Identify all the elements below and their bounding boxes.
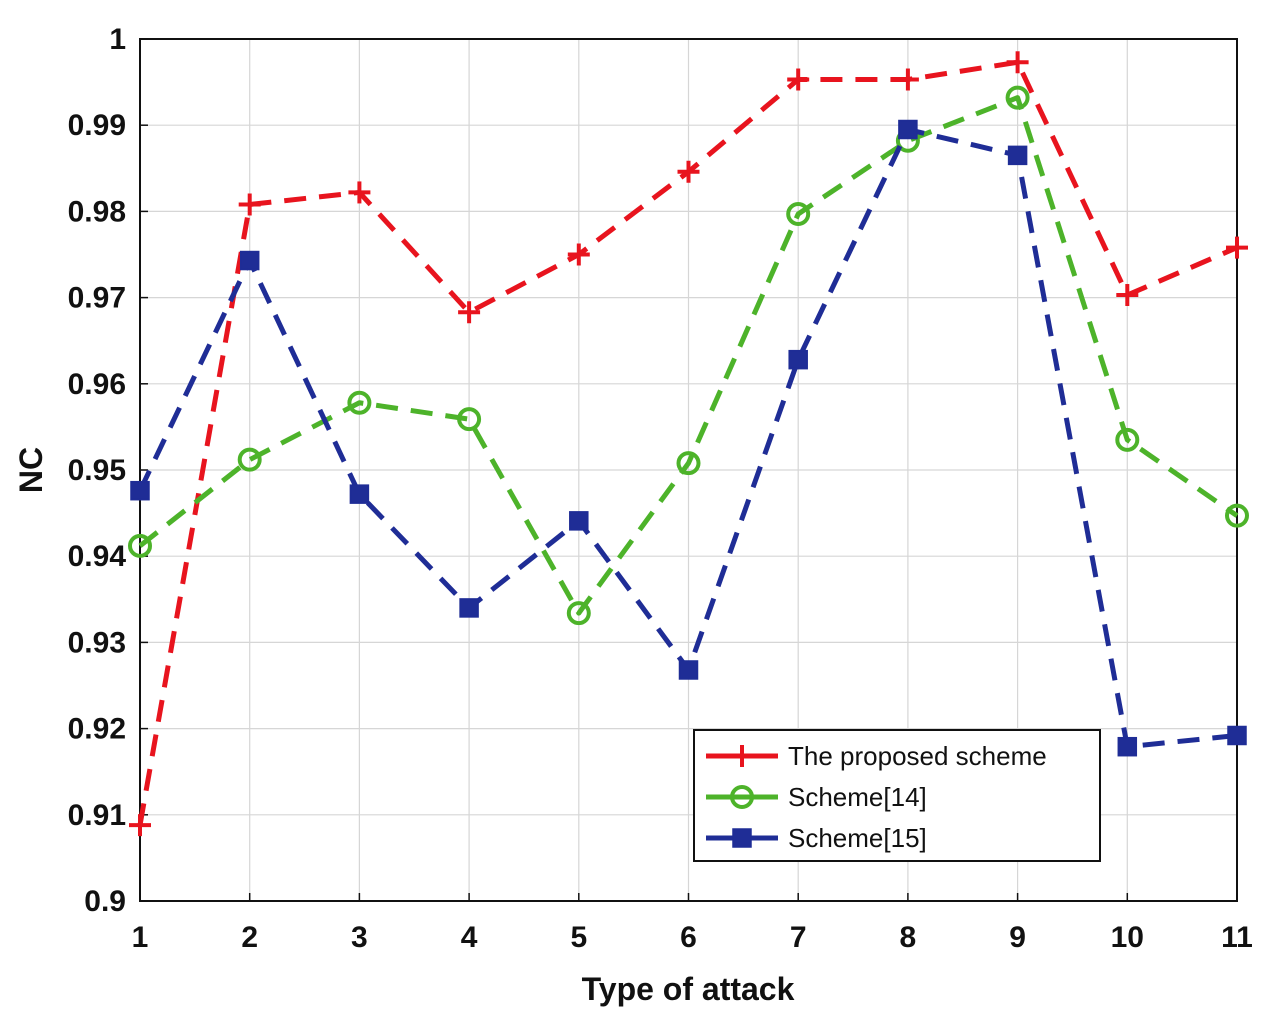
y-tick-label: 0.92 bbox=[68, 713, 126, 746]
y-tick-label: 0.9 bbox=[84, 885, 126, 918]
x-tick-label: 3 bbox=[351, 921, 368, 954]
data-point bbox=[896, 68, 919, 91]
x-tick-label: 6 bbox=[680, 921, 697, 954]
data-point bbox=[676, 451, 701, 476]
data-point bbox=[348, 181, 371, 204]
y-tick-label: 0.91 bbox=[68, 799, 126, 832]
legend-marker bbox=[732, 828, 752, 848]
y-axis-label: NC bbox=[13, 447, 49, 493]
y-tick-label: 0.99 bbox=[68, 109, 126, 142]
data-point bbox=[1227, 725, 1247, 746]
data-point bbox=[678, 660, 699, 680]
legend-entry: The proposed scheme bbox=[706, 741, 1047, 771]
x-tick-label: 5 bbox=[570, 921, 587, 954]
x-tick-label: 10 bbox=[1111, 921, 1144, 954]
data-point bbox=[128, 533, 152, 558]
x-tick-label: 9 bbox=[1009, 921, 1026, 954]
data-point bbox=[347, 390, 372, 415]
series-group bbox=[128, 51, 1249, 837]
data-point bbox=[237, 447, 262, 472]
x-tick-label: 11 bbox=[1221, 921, 1253, 954]
y-tick-label: 0.97 bbox=[68, 282, 126, 315]
y-tick-label: 0.96 bbox=[68, 368, 126, 401]
data-point bbox=[1006, 51, 1029, 74]
data-point bbox=[1116, 284, 1139, 307]
data-point bbox=[130, 480, 150, 501]
legend-entry: Scheme[14] bbox=[706, 782, 927, 812]
data-point bbox=[239, 250, 260, 271]
series-3 bbox=[130, 119, 1247, 757]
legend-marker bbox=[731, 745, 753, 767]
data-point bbox=[569, 511, 589, 531]
data-point bbox=[898, 119, 918, 140]
y-tick-label: 0.94 bbox=[68, 540, 127, 573]
legend-label: Scheme[15] bbox=[788, 823, 927, 853]
x-axis-label: Type of attack bbox=[582, 971, 795, 1007]
data-point bbox=[787, 68, 810, 91]
x-tick-label: 7 bbox=[790, 921, 807, 954]
legend-entry: Scheme[15] bbox=[706, 823, 927, 853]
x-tick-label: 2 bbox=[241, 921, 258, 954]
legend: The proposed scheme Scheme[14] Scheme[15] bbox=[693, 729, 1101, 862]
y-tick-label: 0.98 bbox=[68, 195, 126, 228]
data-point bbox=[566, 601, 591, 626]
legend-label: The proposed scheme bbox=[788, 741, 1047, 771]
x-tick-label: 8 bbox=[900, 921, 917, 954]
data-point bbox=[1226, 236, 1248, 259]
data-point bbox=[1007, 145, 1028, 166]
data-point bbox=[238, 193, 261, 216]
x-tick-label: 1 bbox=[132, 921, 149, 954]
legend-marker bbox=[730, 785, 754, 809]
data-point bbox=[786, 201, 811, 226]
data-point bbox=[459, 598, 479, 618]
legend-label: Scheme[14] bbox=[788, 782, 927, 812]
data-point bbox=[457, 407, 482, 432]
data-point bbox=[677, 160, 700, 183]
data-point bbox=[458, 301, 481, 324]
x-tick-label: 4 bbox=[461, 921, 478, 954]
data-point bbox=[1117, 736, 1138, 757]
data-point bbox=[129, 814, 151, 837]
data-point bbox=[567, 243, 590, 266]
x-axis-ticks: 1 2 3 4 5 6 7 8 9 10 11 bbox=[132, 893, 1253, 954]
data-point bbox=[788, 349, 808, 370]
data-point bbox=[349, 484, 370, 504]
data-point bbox=[1225, 503, 1249, 528]
y-tick-label: 0.95 bbox=[68, 454, 126, 487]
data-point bbox=[1115, 427, 1140, 452]
series-1 bbox=[129, 51, 1248, 837]
data-point bbox=[1005, 85, 1030, 110]
y-tick-label: 0.93 bbox=[68, 626, 126, 659]
y-tick-label: 1 bbox=[109, 23, 126, 56]
y-axis-ticks: 0.9 0.91 0.92 0.93 0.94 0.95 0.96 0.97 0.98 0.99 1 bbox=[68, 23, 148, 918]
